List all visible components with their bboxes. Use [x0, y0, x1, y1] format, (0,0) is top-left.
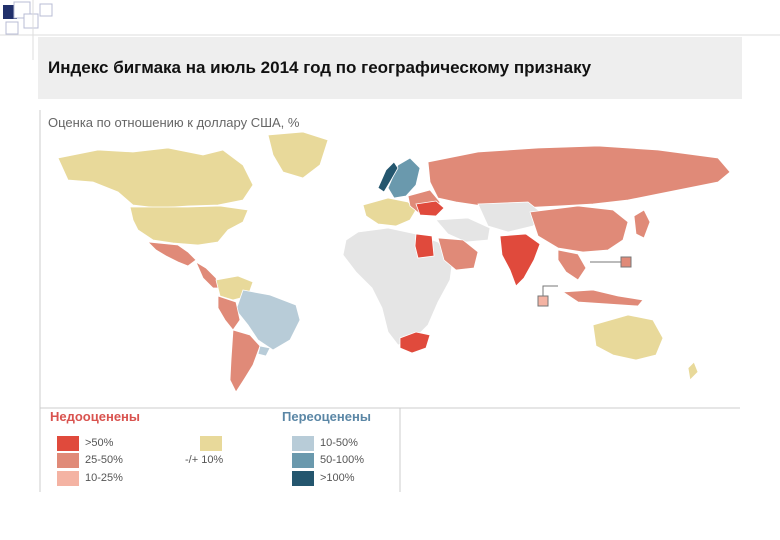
title-band: [38, 37, 742, 99]
region-central-america: [195, 261, 221, 289]
region-china: [529, 205, 629, 253]
region-india: [499, 233, 541, 287]
legend-swatch-under-gt50: [57, 436, 79, 451]
legend-undervalued-heading: Недооценены: [50, 409, 141, 424]
legend-label-neutral: -/+ 10%: [185, 454, 224, 466]
deco-square-outline: [39, 3, 53, 17]
region-russia: [427, 145, 731, 209]
legend-overvalued-heading: Переоценены: [282, 409, 371, 424]
legend-label-under-25-50: 25-50%: [85, 454, 123, 466]
legend-swatch-under-10-25: [57, 471, 79, 486]
region-australia: [592, 314, 664, 361]
region-usa: [129, 205, 249, 246]
region-new-zealand: [687, 361, 699, 381]
region-argentina-chile: [229, 329, 261, 393]
legend-swatch-over-10-50: [292, 436, 314, 451]
region-mexico: [146, 241, 197, 267]
deco-square-outline: [5, 21, 19, 35]
callout-line: [542, 285, 558, 298]
region-central-asia: [477, 201, 544, 233]
legend-swatch-over-gt100: [292, 471, 314, 486]
region-southeast-asia: [557, 249, 587, 281]
region-japan: [633, 209, 651, 239]
deco-square-outline: [23, 13, 39, 29]
legend-label-over-50-100: 50-100%: [320, 454, 365, 466]
legend-swatch-neutral: [200, 436, 222, 451]
map-subtitle: Оценка по отношению к доллару США, %: [48, 115, 300, 130]
callout-box-singapore: [537, 295, 549, 307]
legend-swatch-under-25-50: [57, 453, 79, 468]
page-title: Индекс бигмака на июль 2014 год по геогр…: [48, 58, 592, 77]
world-map: [39, 110, 731, 410]
legend-swatch-over-50-100: [292, 453, 314, 468]
region-uruguay: [257, 345, 271, 357]
region-egypt: [414, 233, 435, 259]
legend-label-over-gt100: >100%: [320, 472, 355, 484]
callout-box-hongkong: [620, 256, 632, 268]
region-north-america-north: [57, 147, 254, 209]
legend-frame: [39, 400, 740, 492]
region-middle-east: [435, 217, 491, 243]
region-africa: [342, 227, 454, 346]
region-ukraine: [415, 200, 445, 217]
decorative-squares: [0, 0, 780, 60]
legend-label-under-gt50: >50%: [85, 437, 114, 449]
region-peru: [217, 295, 241, 331]
region-norway: [377, 161, 399, 193]
region-south-africa: [399, 331, 431, 354]
region-scandinavia: [387, 157, 421, 199]
region-indonesia: [561, 289, 644, 307]
region-saudi-arabia: [437, 237, 479, 271]
region-greenland: [267, 131, 329, 179]
legend-label-over-10-50: 10-50%: [320, 437, 358, 449]
legend-label-under-10-25: 10-25%: [85, 472, 123, 484]
region-europe-west: [362, 197, 417, 227]
region-brazil: [235, 289, 301, 351]
